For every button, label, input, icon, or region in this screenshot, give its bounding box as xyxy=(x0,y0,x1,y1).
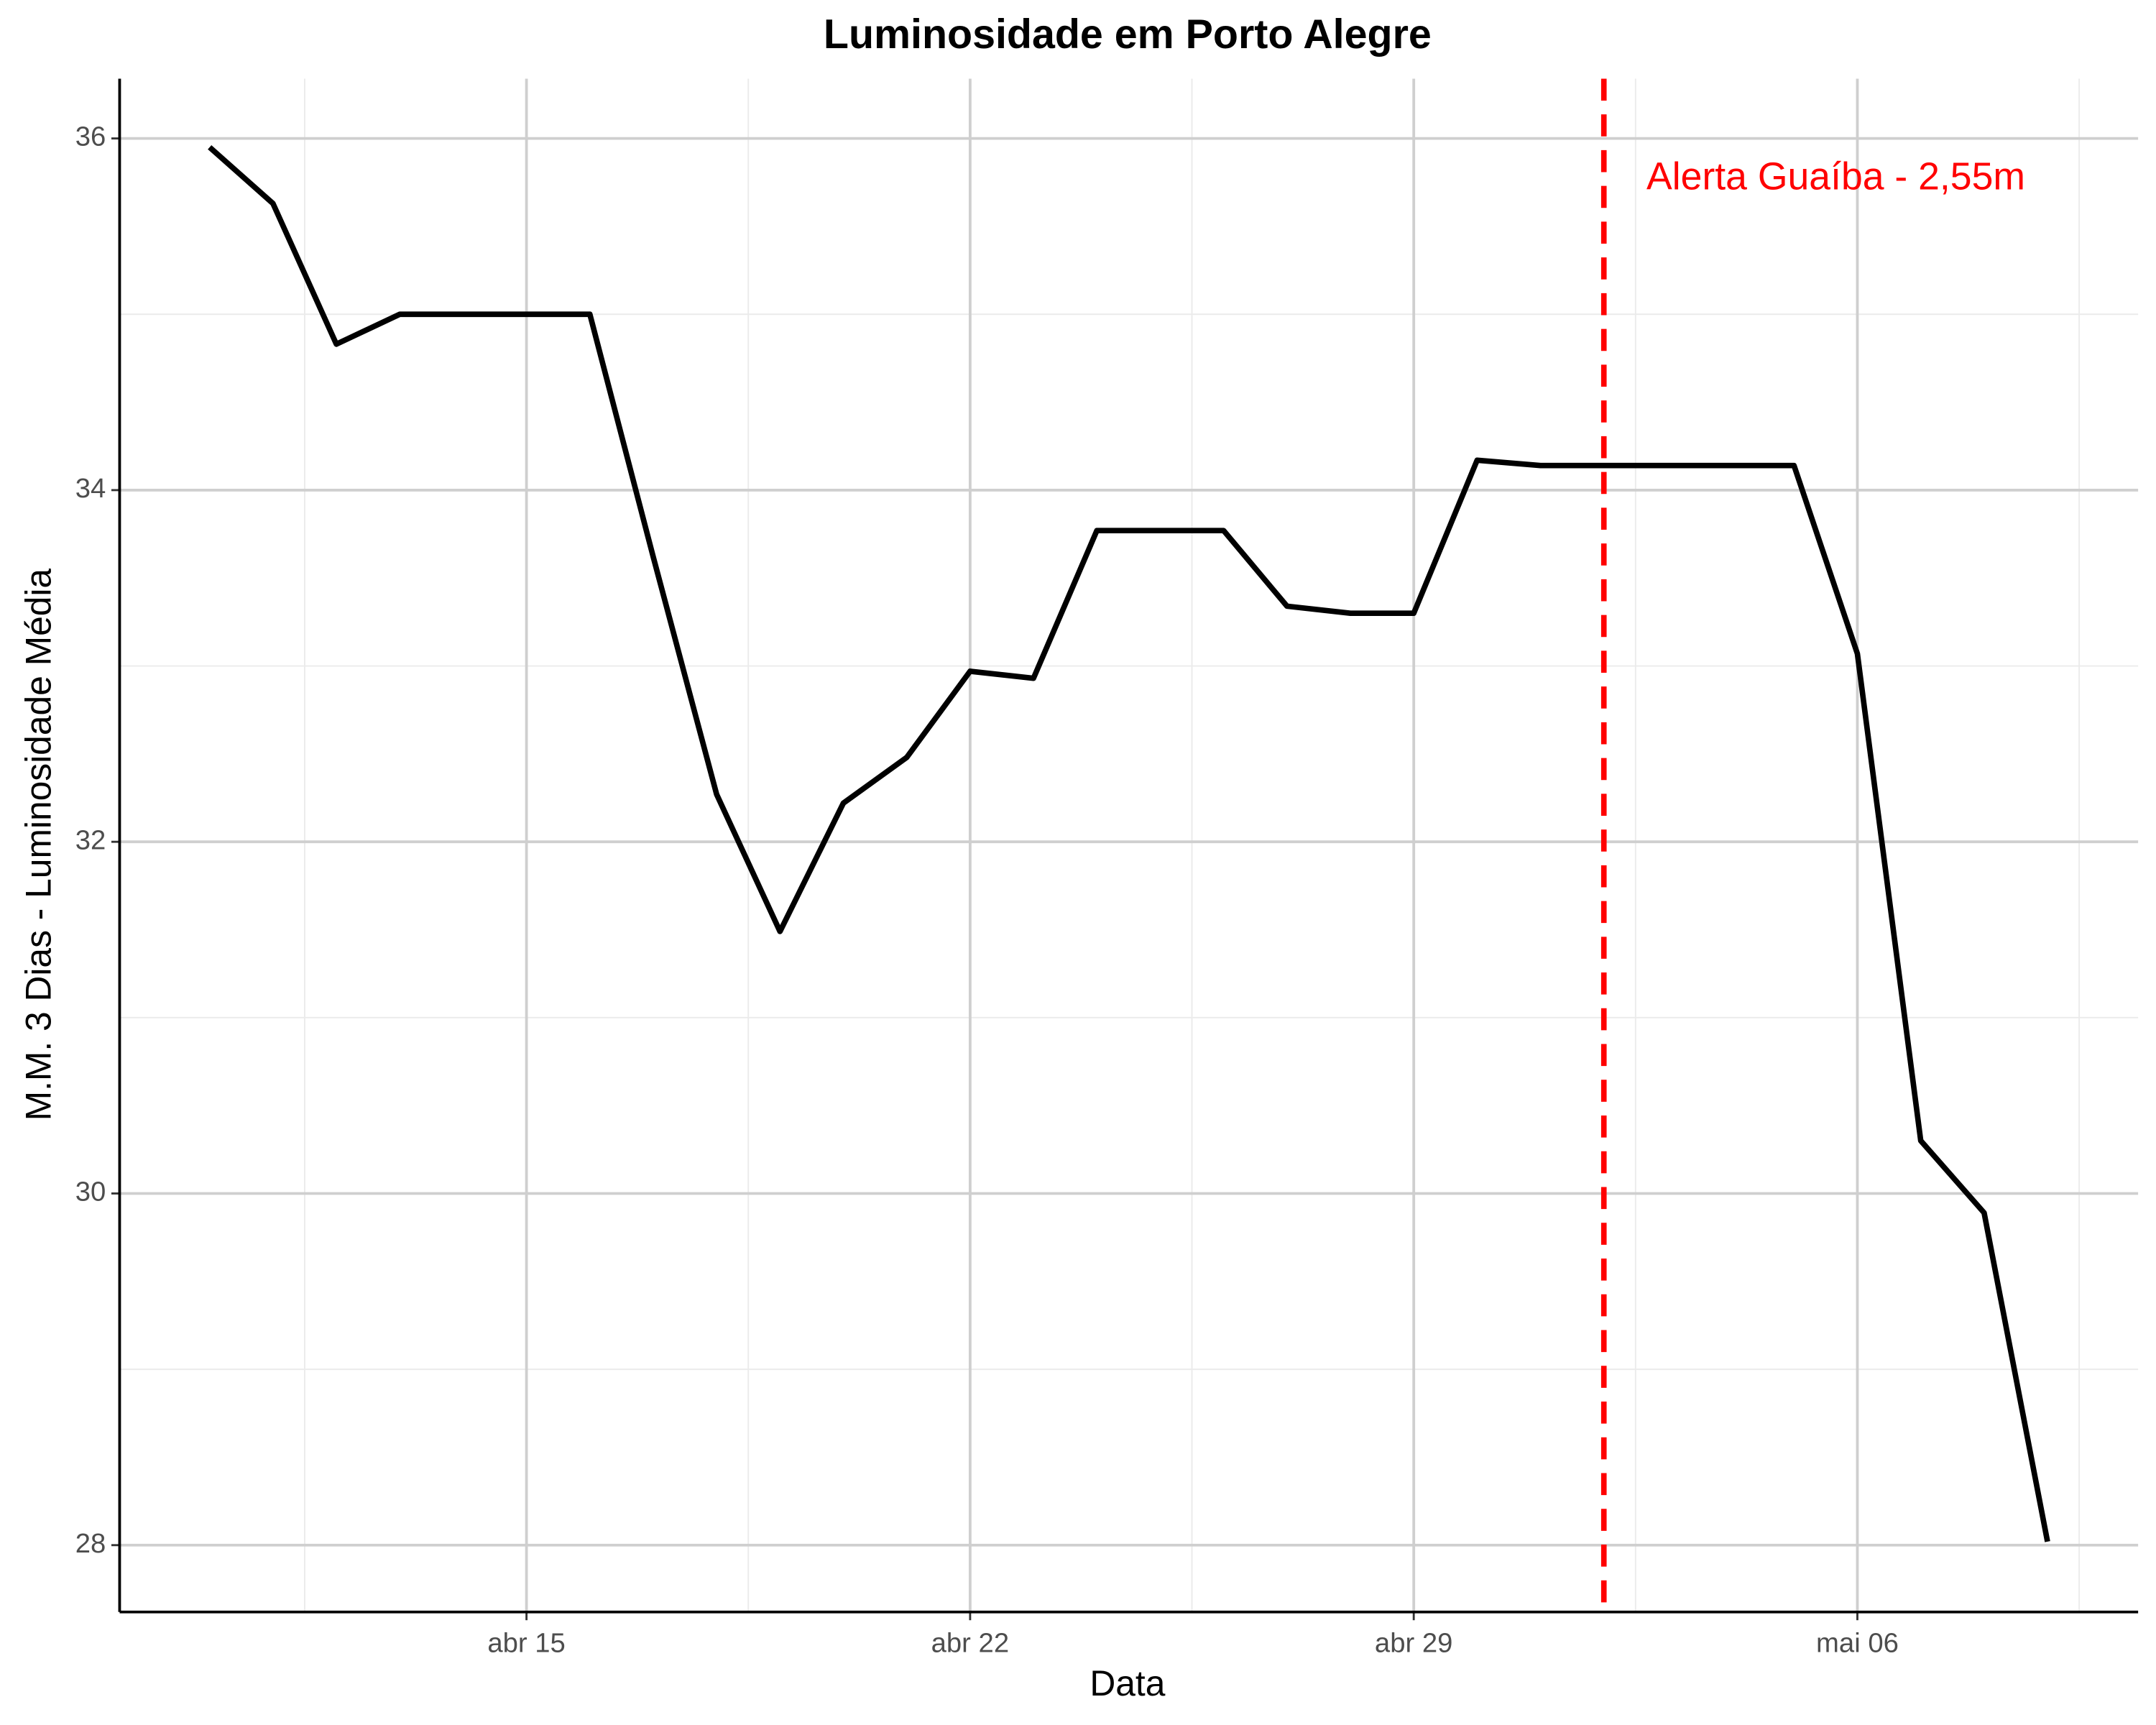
x-tick-label: mai 06 xyxy=(1816,1628,1899,1659)
x-axis-label: Data xyxy=(1089,1663,1165,1703)
y-tick-label: 36 xyxy=(75,121,106,152)
y-axis-label: M.M. 3 Dias - Luminosidade Média xyxy=(19,569,59,1121)
x-tick-label: abr 15 xyxy=(487,1628,565,1659)
chart-title: Luminosidade em Porto Alegre xyxy=(824,12,1432,58)
x-tick-label: abr 22 xyxy=(931,1628,1009,1659)
y-tick-label: 32 xyxy=(75,824,106,855)
line xyxy=(208,144,2050,1542)
y-tick-label: 30 xyxy=(75,1177,106,1208)
x-tick-label: abr 29 xyxy=(1375,1628,1452,1659)
y-tick-label: 28 xyxy=(75,1528,106,1559)
alert-label: Alerta Guaíba - 2,55m xyxy=(1646,155,2025,198)
y-tick-label: 34 xyxy=(75,473,106,504)
